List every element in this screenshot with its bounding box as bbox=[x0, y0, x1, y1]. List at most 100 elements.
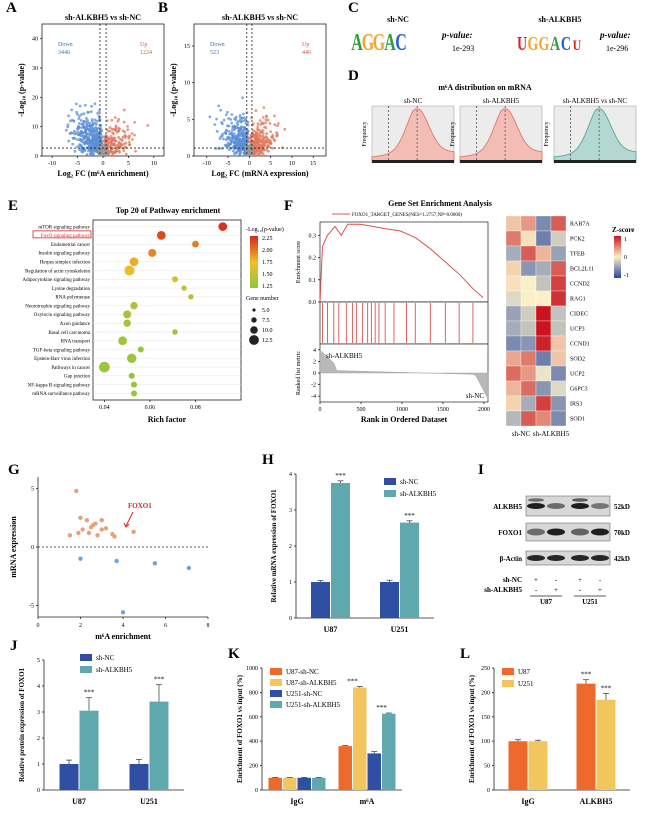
volcano-point-up bbox=[133, 133, 136, 137]
x-tick-label: 5 bbox=[269, 161, 272, 167]
blot-row-label: β-Actin bbox=[500, 555, 522, 563]
subplot-title: sh-ALKBH5 bbox=[483, 97, 520, 105]
up-count: 1224 bbox=[140, 50, 152, 56]
volcano-point-up bbox=[119, 145, 123, 148]
heatmap-cell bbox=[535, 215, 552, 232]
volcano-point-down bbox=[244, 138, 248, 142]
volcano-point-up bbox=[110, 118, 114, 122]
volcano-point-up bbox=[106, 130, 110, 133]
volcano-point-up bbox=[130, 132, 134, 135]
heatmap-cell bbox=[550, 320, 567, 337]
x-axis-label: Rich factor bbox=[148, 415, 187, 424]
bar bbox=[382, 713, 396, 790]
motif-title: sh-NC bbox=[387, 15, 409, 24]
legend-tick: 0 bbox=[624, 255, 627, 261]
pathway-label: Insulin signaling pathway bbox=[38, 252, 90, 257]
blot-strip bbox=[525, 522, 611, 542]
volcano-point-up bbox=[256, 149, 260, 153]
y-tick-label: 800 bbox=[249, 690, 258, 696]
pvalue-label: p-value: bbox=[441, 30, 473, 40]
volcano-point-up bbox=[264, 121, 268, 125]
volcano-point-up bbox=[109, 145, 112, 148]
heatmap-cell bbox=[520, 305, 537, 322]
volcano-point-up bbox=[131, 138, 134, 141]
down-count: 3446 bbox=[58, 50, 70, 56]
volcano-point-down bbox=[239, 146, 243, 150]
x-tick-label: -5 bbox=[226, 161, 231, 167]
volcano-point-down bbox=[96, 111, 100, 115]
y-tick-label: 0 bbox=[255, 788, 258, 794]
volcano-point-down bbox=[225, 144, 229, 147]
panel-label: J bbox=[10, 638, 18, 654]
volcano-point-down bbox=[69, 119, 72, 123]
condition-sign: - bbox=[555, 576, 558, 584]
volcano-point-down bbox=[82, 119, 86, 123]
volcano-point-up bbox=[268, 141, 272, 145]
volcano-point-down bbox=[97, 116, 101, 120]
volcano-point-down bbox=[241, 112, 245, 116]
volcano-point-down bbox=[98, 109, 101, 113]
volcano-point-down bbox=[91, 123, 95, 126]
volcano-point-down bbox=[224, 138, 228, 142]
volcano-point-down bbox=[227, 117, 230, 120]
heatmap-cell bbox=[535, 380, 552, 397]
legend-label: U87 bbox=[518, 668, 531, 676]
panel-a: Ash-ALKBH5 vs sh-NC Down 3446 Up 1224 -10 -5 0 5… bbox=[6, 0, 165, 178]
volcano-point-up bbox=[280, 146, 284, 150]
motif-logo-letter: G bbox=[528, 33, 539, 55]
condition-sign: - bbox=[535, 586, 538, 594]
legend-label: U87-sh-NC bbox=[286, 668, 319, 676]
bar bbox=[297, 777, 311, 790]
heatmap-cell bbox=[550, 290, 567, 307]
panel-label: F bbox=[284, 198, 293, 214]
y-axis-label: -Log₁₀ (p-value) bbox=[169, 63, 178, 117]
volcano-point-down bbox=[66, 125, 70, 129]
volcano-point-down bbox=[95, 119, 99, 123]
blot-strip bbox=[525, 495, 611, 517]
legend-title: Gene number bbox=[246, 296, 279, 302]
volcano-point-up bbox=[256, 122, 260, 125]
bar bbox=[149, 701, 169, 790]
volcano-point-down bbox=[227, 129, 231, 133]
category-label: ALKBH5 bbox=[580, 797, 613, 806]
heatmap-gene-label: SOD1 bbox=[570, 417, 585, 423]
highlight-box bbox=[32, 230, 92, 239]
plot-frame bbox=[319, 221, 489, 303]
volcano-point-up bbox=[271, 146, 275, 150]
legend-tick: 1.25 bbox=[262, 284, 273, 290]
up-label: Up bbox=[140, 42, 147, 48]
pathway-label: Axon guidance bbox=[60, 322, 91, 327]
volcano-point-up bbox=[259, 140, 263, 144]
significance-mark: *** bbox=[335, 472, 346, 480]
y-axis-label: Frequency bbox=[544, 121, 550, 146]
volcano-point-down bbox=[76, 130, 80, 134]
heatmap-gene-label: CCND2 bbox=[570, 282, 590, 288]
pvalue: 1e-296 bbox=[606, 44, 628, 53]
panel-b: Bsh-ALKBH5 vs sh-NC Down 523 Up 446 -10 -5 0 5 10… bbox=[158, 0, 327, 178]
volcano-point-up bbox=[123, 145, 127, 149]
heatmap-cell bbox=[520, 410, 537, 427]
volcano-point-down bbox=[219, 108, 223, 112]
x-axis-label: Rank in Ordered Dataset bbox=[361, 415, 448, 424]
heatmap-cell bbox=[535, 350, 552, 367]
volcano-point-up bbox=[249, 133, 253, 137]
volcano-point-up bbox=[265, 132, 269, 135]
heatmap-cell bbox=[535, 230, 552, 247]
heatmap-gene-label: TFEB bbox=[570, 252, 585, 258]
volcano-point-up bbox=[254, 140, 258, 144]
down-count: 523 bbox=[210, 50, 219, 56]
y-tick-label: 200 bbox=[481, 690, 490, 696]
subplot-title: sh-NC bbox=[404, 97, 423, 105]
volcano-point-ns bbox=[103, 147, 107, 151]
heatmap-cell bbox=[520, 350, 537, 367]
volcano-point-up bbox=[273, 139, 277, 142]
volcano-point-down bbox=[237, 126, 241, 130]
volcano-point-down bbox=[94, 141, 98, 145]
x-tick-label: 0 bbox=[102, 161, 105, 167]
bar bbox=[129, 764, 149, 790]
legend-label: sh-NC bbox=[96, 654, 115, 662]
heatmap-cell bbox=[535, 305, 552, 322]
heatmap-cell bbox=[505, 320, 522, 337]
pathway-bubble bbox=[171, 276, 179, 283]
